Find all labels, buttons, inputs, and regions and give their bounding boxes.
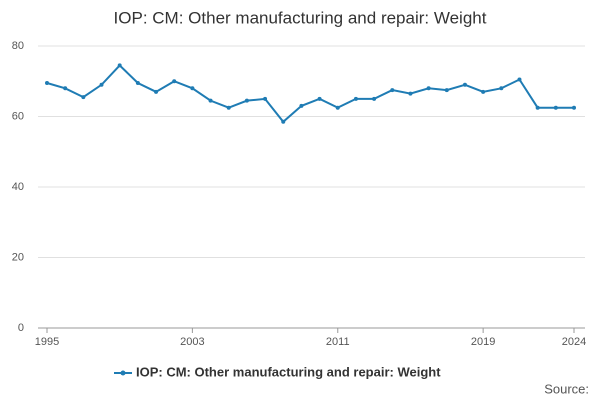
source: Source:	[544, 381, 589, 396]
y-tick-label: 60	[12, 110, 24, 122]
point	[499, 86, 504, 91]
point	[299, 103, 304, 108]
point	[426, 86, 431, 91]
point	[208, 98, 213, 103]
point	[553, 105, 558, 110]
chart-title: IOP: CM: Other manufacturing and repair:…	[114, 8, 487, 27]
point	[390, 88, 395, 93]
point	[535, 105, 540, 110]
x-tick-label: 1995	[35, 336, 59, 348]
x-tick-label: 2011	[326, 336, 350, 348]
point	[572, 105, 576, 110]
point	[135, 81, 140, 86]
point	[372, 96, 377, 101]
y-tick-label: 80	[12, 40, 24, 52]
point	[444, 88, 449, 93]
point	[263, 96, 268, 101]
point	[335, 105, 340, 110]
y-tick-label: 20	[12, 251, 24, 263]
point	[172, 79, 177, 84]
legend-marker	[120, 370, 126, 376]
point	[244, 98, 249, 103]
point	[462, 82, 467, 87]
legend-label: IOP: CM: Other manufacturing and repair:…	[136, 364, 441, 379]
point	[117, 63, 122, 68]
point	[408, 91, 413, 96]
point	[81, 95, 86, 100]
point	[481, 89, 486, 94]
point	[190, 86, 195, 91]
x-tick-label: 2019	[471, 336, 495, 348]
point	[281, 119, 286, 124]
point	[45, 81, 49, 86]
point	[226, 105, 231, 110]
y-tick-label: 40	[12, 181, 24, 193]
point	[99, 82, 104, 87]
x-tick-label: 2024	[562, 336, 586, 348]
point	[353, 96, 358, 101]
point	[154, 89, 159, 94]
series-line	[46, 63, 574, 124]
point	[63, 86, 68, 91]
point	[317, 96, 322, 101]
point	[517, 77, 522, 82]
y-tick-label: 0	[18, 322, 24, 334]
x-tick-label: 2003	[180, 336, 204, 348]
